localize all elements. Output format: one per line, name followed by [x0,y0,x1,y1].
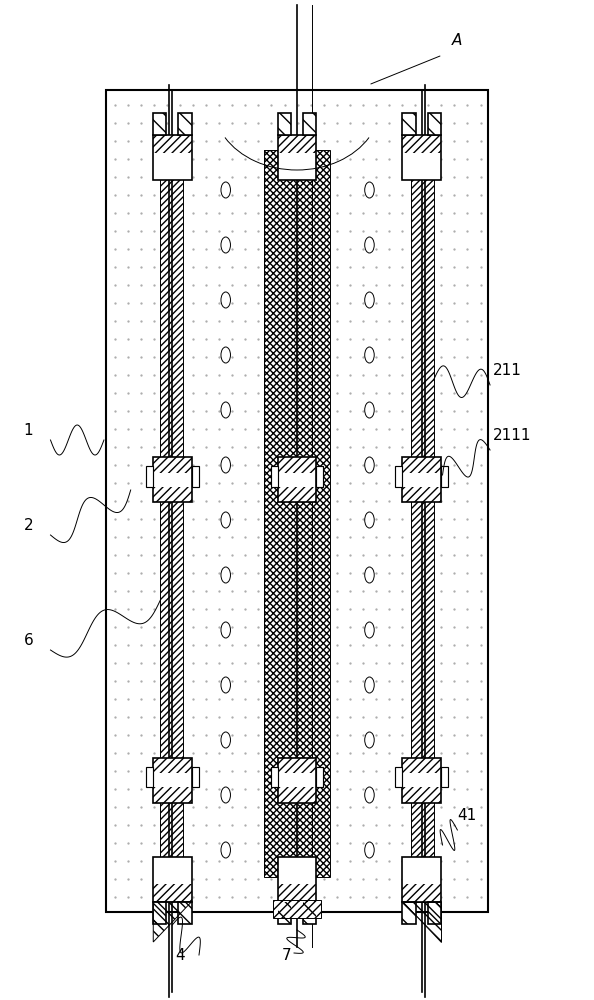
FancyBboxPatch shape [396,466,403,487]
FancyBboxPatch shape [153,857,191,902]
FancyBboxPatch shape [153,458,191,502]
FancyBboxPatch shape [153,758,191,803]
FancyBboxPatch shape [403,113,415,135]
FancyBboxPatch shape [403,458,441,502]
FancyBboxPatch shape [403,902,415,924]
FancyBboxPatch shape [396,767,403,787]
Text: 2111: 2111 [493,428,532,443]
FancyBboxPatch shape [277,758,316,803]
FancyBboxPatch shape [403,758,441,803]
Text: 6: 6 [24,633,33,648]
FancyBboxPatch shape [428,113,441,135]
Text: A: A [451,33,462,48]
Text: 211: 211 [493,363,522,378]
FancyBboxPatch shape [277,857,316,902]
Text: 2: 2 [24,518,33,533]
FancyBboxPatch shape [153,135,191,180]
FancyBboxPatch shape [316,767,323,787]
FancyBboxPatch shape [403,857,441,902]
FancyBboxPatch shape [191,466,198,487]
FancyBboxPatch shape [153,113,166,135]
Text: 1: 1 [24,423,33,438]
FancyBboxPatch shape [277,135,316,180]
FancyBboxPatch shape [403,135,441,180]
FancyBboxPatch shape [277,113,291,135]
FancyBboxPatch shape [441,466,448,487]
FancyBboxPatch shape [411,150,434,877]
FancyBboxPatch shape [153,902,166,924]
FancyBboxPatch shape [271,767,277,787]
FancyBboxPatch shape [441,767,448,787]
FancyBboxPatch shape [428,902,441,924]
FancyBboxPatch shape [146,767,153,787]
FancyBboxPatch shape [271,466,277,487]
FancyBboxPatch shape [178,902,191,924]
Text: 7: 7 [282,948,292,963]
Text: 41: 41 [457,808,476,823]
FancyBboxPatch shape [277,902,291,924]
FancyBboxPatch shape [303,113,316,135]
FancyBboxPatch shape [277,458,316,502]
FancyBboxPatch shape [146,466,153,487]
FancyBboxPatch shape [303,902,316,924]
FancyBboxPatch shape [178,113,191,135]
FancyBboxPatch shape [273,900,321,918]
FancyBboxPatch shape [264,150,330,877]
FancyBboxPatch shape [191,767,198,787]
FancyBboxPatch shape [316,466,323,487]
FancyBboxPatch shape [160,150,183,877]
FancyBboxPatch shape [106,90,488,912]
Text: 4: 4 [175,948,185,963]
